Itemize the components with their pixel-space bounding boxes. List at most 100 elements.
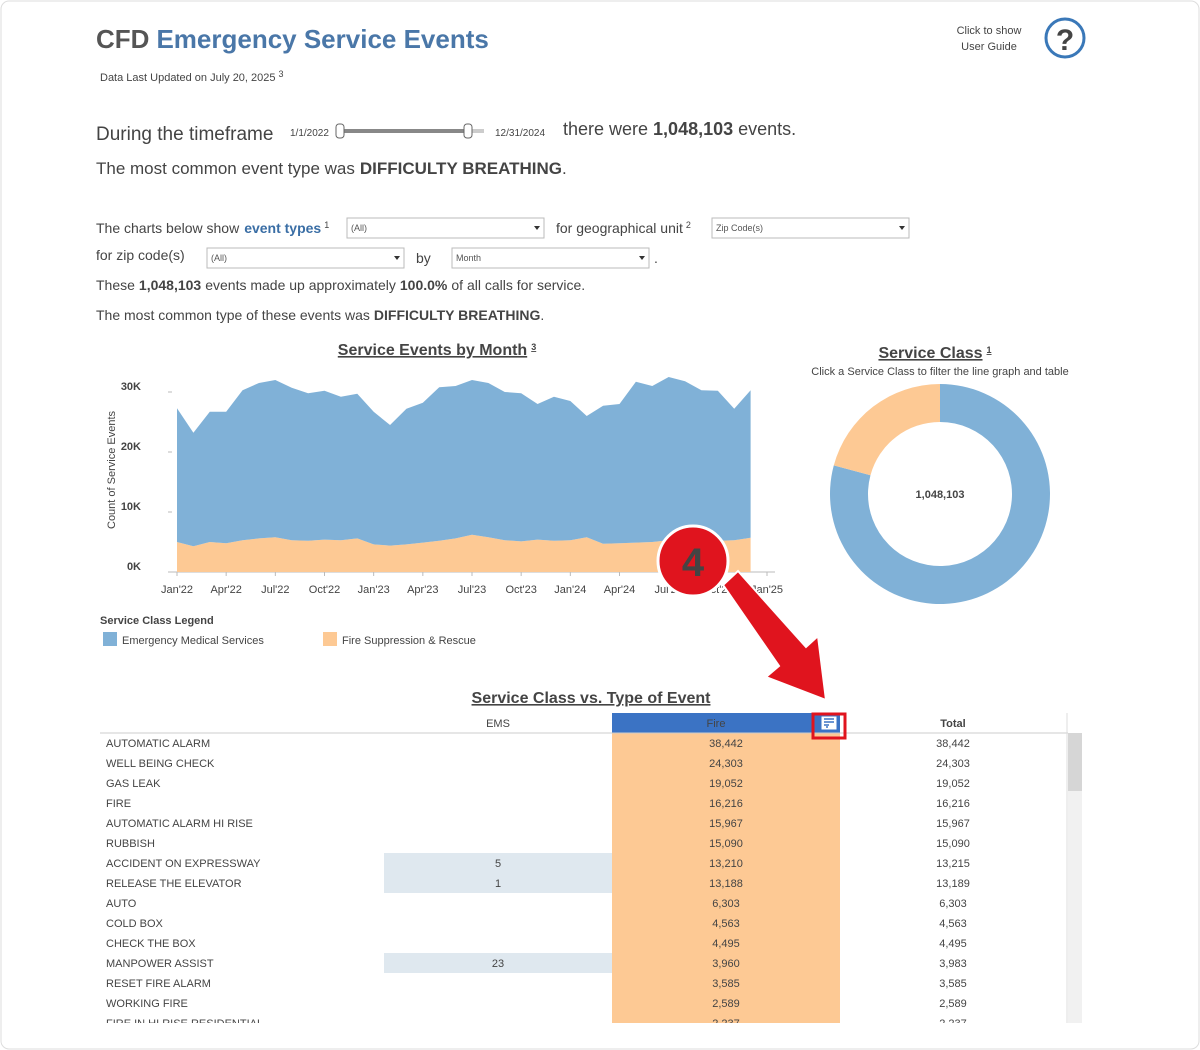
geo-dropdown[interactable] xyxy=(711,217,910,239)
guide-icon[interactable]: ? xyxy=(1056,24,1074,57)
row-label: RUBBISH xyxy=(106,838,155,850)
ems-cell xyxy=(384,853,612,873)
filter-line: The charts below show event types 1 xyxy=(96,220,329,236)
by-label: by xyxy=(416,250,431,266)
column-header[interactable]: Fire xyxy=(707,718,726,730)
zip-dropdown[interactable] xyxy=(206,247,405,269)
row-label: GAS LEAK xyxy=(106,778,161,790)
period-dropdown[interactable] xyxy=(451,247,650,269)
count: 1,048,103 xyxy=(139,277,201,293)
x-tick-label: Jan'23 xyxy=(358,584,390,596)
row-label: AUTO xyxy=(106,898,137,910)
slider-range[interactable] xyxy=(340,129,468,133)
ems-value: 1 xyxy=(495,878,501,890)
guide-button[interactable] xyxy=(1044,17,1086,59)
total-value: 38,442 xyxy=(936,738,970,750)
event-dropdown[interactable] xyxy=(346,217,545,239)
total-value: 2,589 xyxy=(939,998,967,1010)
dropdown-value[interactable]: (All) xyxy=(211,253,227,263)
row-label: WELL BEING CHECK xyxy=(106,758,215,770)
title: Emergency Service Events xyxy=(156,24,488,54)
text: there were xyxy=(563,119,648,139)
note: 3 xyxy=(531,342,536,352)
scrollbar[interactable] xyxy=(1068,733,1082,1023)
legend-title: Service Class Legend xyxy=(100,615,214,627)
text: The most common type of these events was xyxy=(96,307,370,323)
ems-value: 5 xyxy=(495,858,501,870)
x-tick-label: Jul'22 xyxy=(261,584,289,596)
table-title: Service Class vs. Type of Event xyxy=(472,690,712,707)
total-value: 3,585 xyxy=(939,978,967,990)
column-header[interactable]: Total xyxy=(940,718,965,730)
ems-cell xyxy=(384,953,612,973)
summary-count: there were 1,048,103 events. xyxy=(563,119,796,139)
row-label: MANPOWER ASSIST xyxy=(106,958,214,970)
x-tick-label: Apr'22 xyxy=(210,584,241,596)
fire-value: 13,188 xyxy=(709,878,743,890)
percent: 100.0% xyxy=(400,277,448,293)
donut-center: 1,048,103 xyxy=(916,489,965,501)
row-label: WORKING FIRE xyxy=(106,998,188,1010)
x-tick-label: Jul'23 xyxy=(458,584,486,596)
sort-icon[interactable] xyxy=(820,715,838,731)
note: 2 xyxy=(686,220,691,230)
event-type: DIFFICULTY BREATHING xyxy=(374,307,541,323)
highlight-box xyxy=(811,712,847,740)
x-tick-label: Jan'24 xyxy=(554,584,586,596)
dropdown-value[interactable]: Month xyxy=(456,253,481,263)
donut-slice[interactable] xyxy=(830,384,1050,604)
row-label: AUTOMATIC ALARM HI RISE xyxy=(106,818,253,830)
text: of all calls for service. xyxy=(451,277,585,293)
fire-header[interactable] xyxy=(612,713,840,733)
total-value: 24,303 xyxy=(936,758,970,770)
summary-lead: During the timeframe xyxy=(96,124,273,145)
x-tick-label: Oct'22 xyxy=(309,584,340,596)
share-line: These 1,048,103 events made up approximate… xyxy=(96,277,585,293)
dropdown-arrows xyxy=(394,226,905,260)
slider-handle[interactable] xyxy=(463,123,473,139)
area xyxy=(177,534,751,572)
text: . xyxy=(540,307,544,323)
row-label: FIRE IN HI RISE RESIDENTIAL xyxy=(106,1018,263,1030)
ems-cell xyxy=(384,873,612,893)
row-label: CHECK THE BOX xyxy=(106,938,196,950)
column-header[interactable]: EMS xyxy=(486,718,510,730)
fire-value: 16,216 xyxy=(709,798,743,810)
guide-hint[interactable]: User Guide xyxy=(961,41,1017,53)
fire-value: 3,585 xyxy=(712,978,740,990)
legend-swatch xyxy=(323,632,337,646)
total-value: 4,563 xyxy=(939,918,967,930)
y-tick-label: 20K xyxy=(121,441,141,453)
top-line: The most common type of these events was… xyxy=(96,307,544,323)
fire-value: 3,960 xyxy=(712,958,740,970)
legend-label: Fire Suppression & Rescue xyxy=(342,635,476,647)
donut-chart xyxy=(830,384,1050,604)
updated-text: Data Last Updated on July 20, 2025 xyxy=(100,72,276,84)
table-body: AUTOMATIC ALARM 38,442 38,442 WELL BEING CH… xyxy=(106,738,970,1030)
area-chart: 0K 10K 20K 30K Jan'22 Apr'22 Jul'22 Oct'22 Jan'2… xyxy=(103,377,783,647)
total-value: 6,303 xyxy=(939,898,967,910)
row-label: RESET FIRE ALARM xyxy=(106,978,211,990)
row-label: ACCIDENT ON EXPRESSWAY xyxy=(106,858,261,870)
event-label: event types xyxy=(244,220,321,236)
updated: Data Last Updated on July 20, 2025 3 xyxy=(100,69,284,84)
donut-slice[interactable] xyxy=(833,384,940,476)
y-tick-label: 10K xyxy=(121,501,141,513)
scroll-thumb[interactable] xyxy=(1068,733,1082,791)
summary-common: The most common event type was DIFFICULTY… xyxy=(96,159,567,178)
page-title: CFD Emergency Service Events xyxy=(96,24,489,54)
fire-column xyxy=(612,733,840,1023)
row-label: AUTOMATIC ALARM xyxy=(106,738,210,750)
total-value: 3,983 xyxy=(939,958,967,970)
text: for geographical unit xyxy=(556,220,683,236)
total-value: 15,090 xyxy=(936,838,970,850)
zip-label: for zip code(s) xyxy=(96,247,185,263)
dropdown-value[interactable]: Zip Code(s) xyxy=(716,223,763,233)
area xyxy=(177,377,751,547)
guide-hint[interactable]: Click to show xyxy=(957,25,1022,37)
fire-value: 15,967 xyxy=(709,818,743,830)
y-axis-label: Count of Service Events xyxy=(106,411,118,530)
y-tick-label: 30K xyxy=(121,381,141,393)
dropdown-value[interactable]: (All) xyxy=(351,223,367,233)
slider-handle[interactable] xyxy=(335,123,345,139)
